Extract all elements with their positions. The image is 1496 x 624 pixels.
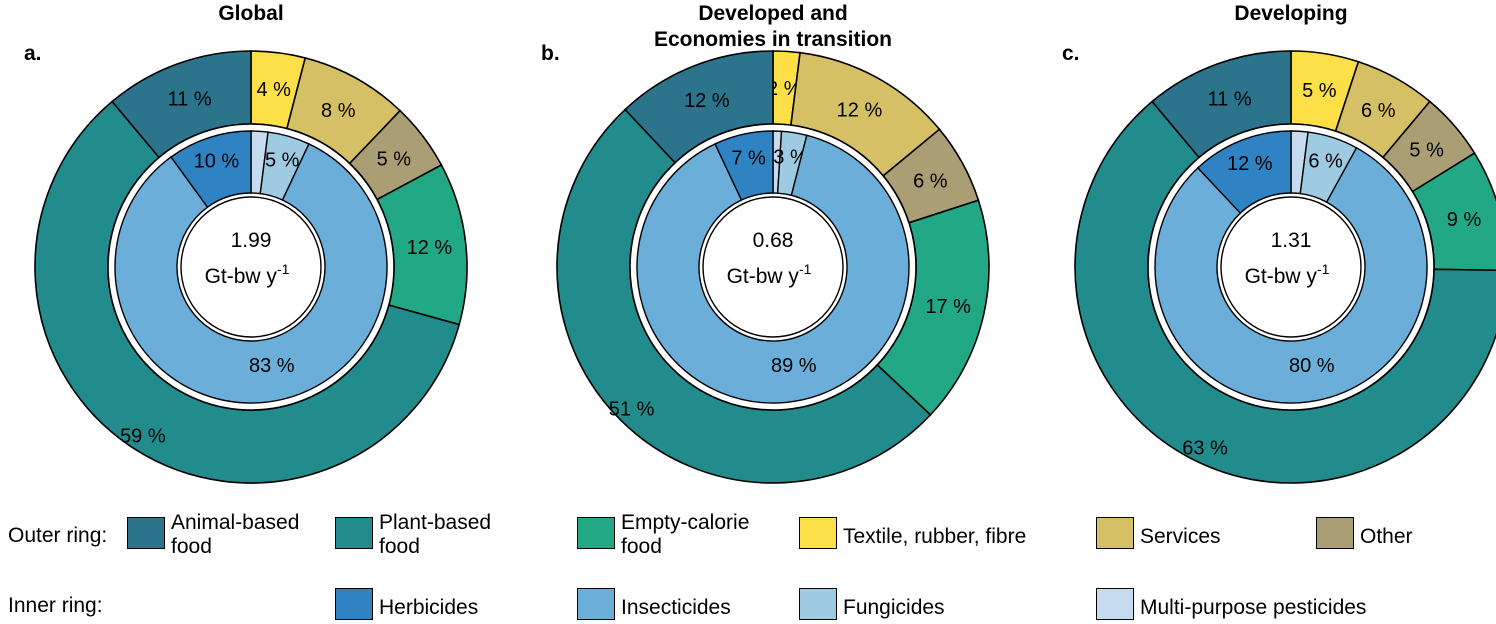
legend-text-herbicides: Herbicides — [379, 596, 479, 619]
outer-slice-label-textile-rubber-fibre: 5 % — [1302, 80, 1337, 102]
legend-swatch-insecticides — [577, 588, 615, 620]
panel-title: Developing — [1234, 2, 1347, 25]
donut-hole — [702, 196, 844, 338]
outer-slice-label-empty-calorie-food: 9 % — [1447, 209, 1482, 231]
outer-slice-label-empty-calorie-food: 12 % — [407, 237, 453, 259]
inner-slice-label-herbicides: 12 % — [1227, 153, 1273, 175]
legend-outer-ring-label: Outer ring: — [8, 524, 108, 547]
legend-swatch-multi-purpose-pesticides — [1096, 588, 1134, 620]
center-total-unit: Gt-bw y-1 — [1245, 261, 1330, 288]
panel-title: Global — [218, 2, 283, 25]
outer-slice-label-plant-based-food: 51 % — [609, 398, 655, 420]
legend-swatch-plant-based-food — [335, 517, 373, 549]
inner-slice-label-insecticides: 80 % — [1289, 355, 1335, 377]
inner-slice-label-herbicides: 10 % — [194, 150, 240, 172]
outer-slice-label-services: 12 % — [837, 100, 883, 122]
legend-swatch-animal-based-food — [127, 517, 165, 549]
legend-text-animal-based-food: Animal-based food — [171, 511, 300, 558]
panel-title: Developed and — [698, 2, 847, 25]
center-total-unit: Gt-bw y-1 — [727, 261, 812, 288]
legend-swatch-empty-calorie-food — [577, 517, 615, 549]
outer-slice-label-other: 6 % — [913, 171, 948, 193]
outer-slice-label-animal-based-food: 11 % — [168, 88, 212, 110]
legend-text-services: Services — [1140, 525, 1221, 548]
center-total-value: 1.31 — [1271, 229, 1312, 252]
outer-slice-label-plant-based-food: 59 % — [120, 425, 166, 447]
inner-slice-label-fungicides: 5 % — [265, 149, 300, 171]
outer-slice-label-services: 8 % — [321, 100, 356, 122]
legend-text-other: Other — [1360, 525, 1413, 548]
outer-slice-label-plant-based-food: 63 % — [1182, 438, 1228, 460]
panel-title-line-2: Economies in transition — [654, 28, 892, 51]
inner-slice-herbicides — [170, 130, 252, 209]
center-total-value: 0.68 — [753, 229, 794, 252]
donut-panel-c: 5 % 6 % 5 % 9 % 63 % 11 % 6 % 80 % 12 % 1.31 Gt-bw… — [1062, 2, 1496, 484]
inner-slice-insecticides — [636, 134, 910, 404]
legend-swatch-services — [1096, 517, 1134, 549]
donut-panel-b: 2 %12 %6 %17 %51 %12 %3 %89 %7 %0.68Gt-b… — [541, 2, 990, 484]
donut-panel-a: 4 % 8 % 5 % 12 % 59 % 11 % 5 % 83 % 10 % 1.99 Gt-b… — [24, 2, 468, 484]
inner-slice-label-fungicides: 6 % — [1308, 150, 1343, 172]
legend-swatch-other — [1316, 517, 1354, 549]
legend-text-empty-calorie-food: Empty-calorie food — [621, 511, 750, 558]
panel-label: b. — [541, 42, 560, 65]
legend-swatch-herbicides — [335, 588, 373, 620]
inner-slice-insecticides — [114, 143, 388, 404]
inner-slice-label-herbicides: 7 % — [731, 148, 766, 170]
legend-swatch-fungicides — [799, 588, 837, 620]
outer-slice-label-animal-based-food: 11 % — [1208, 88, 1252, 110]
legend-inner-ring-label: Inner ring: — [8, 594, 103, 617]
inner-slice-label-insecticides: 83 % — [249, 355, 295, 377]
panel-label: c. — [1062, 42, 1080, 65]
legend: Outer ring: Inner ring: Animal-based foo… — [0, 500, 1496, 624]
legend-text-fungicides: Fungicides — [843, 596, 945, 619]
donut-hole — [180, 196, 322, 338]
outer-slice-label-textile-rubber-fibre: 2 % — [767, 78, 802, 100]
outer-slice-label-services: 6 % — [1361, 100, 1396, 122]
legend-text-multi-purpose-pesticides: Multi-purpose pesticides — [1140, 596, 1367, 619]
legend-text-textile-rubber-fibre: Textile, rubber, fibre — [843, 525, 1027, 548]
outer-slice-label-animal-based-food: 12 % — [684, 90, 730, 112]
legend-text-insecticides: Insecticides — [621, 596, 731, 619]
inner-slice-insecticides — [1154, 146, 1428, 404]
outer-slice-label-other: 5 % — [1409, 139, 1444, 161]
outer-slice-label-textile-rubber-fibre: 4 % — [256, 79, 291, 101]
inner-slice-herbicides — [714, 130, 774, 201]
legend-swatch-textile-rubber-fibre — [799, 517, 837, 549]
outer-slice-label-empty-calorie-food: 17 % — [925, 296, 971, 318]
center-total-value: 1.99 — [231, 229, 272, 252]
outer-slice-label-other: 5 % — [377, 148, 412, 170]
legend-text-plant-based-food: Plant-based food — [379, 511, 492, 558]
panel-label: a. — [24, 42, 42, 65]
donut-charts: 4 % 8 % 5 % 12 % 59 % 11 % 5 % 83 % 10 % 1.99 Gt-b… — [24, 2, 1496, 484]
donut-hole — [1220, 196, 1362, 338]
center-total-unit: Gt-bw y-1 — [205, 261, 290, 288]
inner-slice-label-insecticides: 89 % — [771, 355, 817, 377]
inner-slice-herbicides — [1196, 130, 1292, 215]
